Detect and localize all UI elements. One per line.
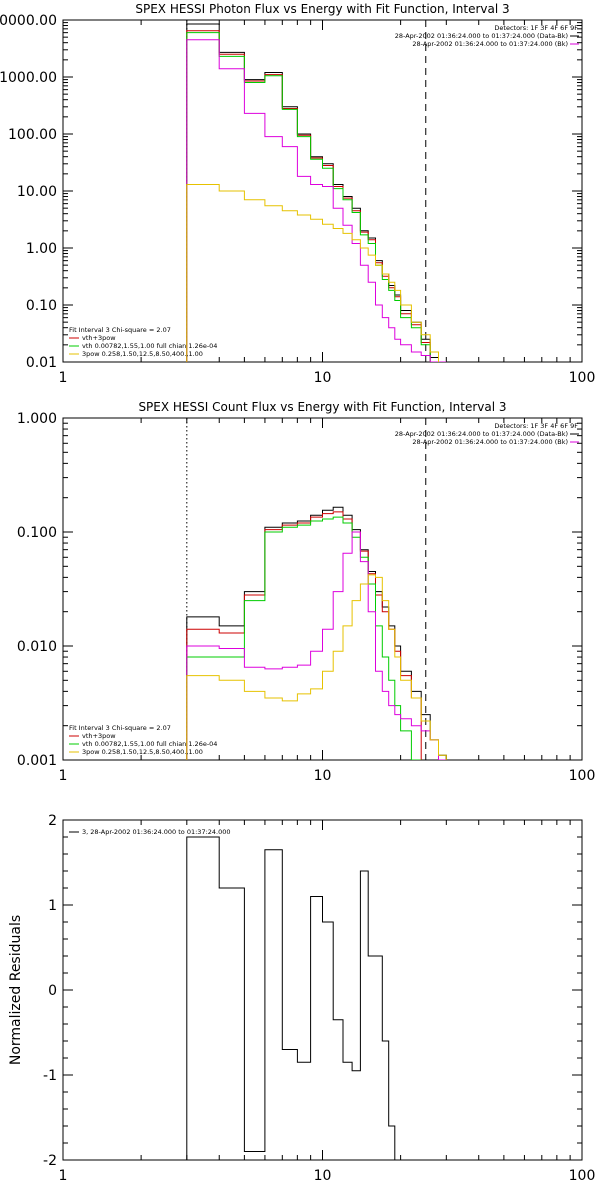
x-tick-label: 1 [59, 370, 68, 386]
x-tick-label: 1 [59, 1168, 68, 1184]
legend-left-entry: vth 0.00782,1.55,1.00 full chian 1.26e-0… [82, 342, 217, 350]
legend-right-entry: 28-Apr-2002 01:36:24.000 to 01:37:24.000… [412, 40, 568, 48]
series-line-1 [186, 506, 447, 760]
legend-right-entry: Detectors: 1F 3F 4F 6F 9F [494, 422, 578, 430]
y-tick-label: 10000.00 [0, 13, 57, 29]
y-tick-label: 100.00 [8, 127, 57, 143]
x-tick-label: 100 [569, 768, 596, 784]
legend-right-entry: Detectors: 1F 3F 4F 6F 9F [494, 24, 578, 32]
y-tick-label: 0.01 [26, 355, 57, 371]
x-tick-label: 1 [59, 768, 68, 784]
series-line-2 [186, 30, 431, 362]
x-tick-label: 100 [569, 1168, 596, 1184]
series-group [186, 836, 396, 1160]
y-tick-label: -2 [43, 1153, 57, 1169]
legend-left-entry: vth+3pow [82, 334, 116, 342]
series-line-5 [186, 574, 447, 760]
y-axis-label: Normalized Residuals [8, 915, 24, 1065]
x-tick-label: 10 [314, 768, 332, 784]
chart-panel-2: SPEX HESSI Count Flux vs Energy with Fit… [17, 400, 595, 784]
legend-left-entry: 3pow 0.258,1.50,12.5,8.50,400.,1.00 [82, 748, 203, 756]
series-line-2 [186, 511, 422, 760]
y-tick-label: 1.000 [17, 411, 57, 427]
x-tick-label: 10 [314, 370, 332, 386]
y-tick-label: 1 [48, 898, 57, 914]
y-tick-label: 0 [48, 983, 57, 999]
y-tick-label: 0.100 [17, 525, 57, 541]
legend-left-header: Fit Interval 3 Chi-square = 2.07 [69, 326, 171, 334]
series-line-3 [186, 32, 431, 362]
plot-frame [62, 417, 583, 761]
y-tick-label: 0.10 [26, 298, 57, 314]
y-tick-label: 0.001 [17, 753, 57, 769]
legend-left-entry: 3, 28-Apr-2002 01:36:24.000 to 01:37:24.… [82, 828, 231, 836]
y-tick-label: 2 [48, 813, 57, 829]
y-tick-label: 0.010 [17, 639, 57, 655]
series-group [186, 506, 447, 760]
legend-left-header: Fit Interval 3 Chi-square = 2.07 [69, 724, 171, 732]
series-line-5 [186, 184, 439, 362]
chart-panel-1: SPEX HESSI Photon Flux vs Energy with Fi… [0, 2, 595, 386]
series-line-4 [186, 39, 447, 362]
series-line-3 [186, 516, 422, 760]
legend-right-entry: 28-Apr-2002 01:36:24.000 to 01:37:24.000… [395, 32, 568, 40]
series-line-1 [186, 23, 447, 362]
series-line-4 [186, 531, 447, 760]
plot-frame [62, 19, 583, 363]
y-tick-label: 1.00 [26, 241, 57, 257]
x-tick-label: 100 [569, 370, 596, 386]
legend-left-entry: 3pow 0.258,1.50,12.5,8.50,400.,1.00 [82, 350, 203, 358]
legend-left-entry: vth 0.00782,1.55,1.00 full chian 1.26e-0… [82, 740, 217, 748]
legend-right-entry: 28-Apr-2002 01:36:24.000 to 01:37:24.000… [412, 438, 568, 446]
chart-title: SPEX HESSI Photon Flux vs Energy with Fi… [135, 2, 509, 16]
chart-panel-3: 1 10 100 -2 -1 0 1 2 Normalized Residuals 3, 28-A… [8, 813, 595, 1184]
legend-right-entry: 28-Apr-2002 01:36:24.000 to 01:37:24.000… [395, 430, 568, 438]
series-line-1 [186, 836, 396, 1160]
legend-left-entry: vth+3pow [82, 732, 116, 740]
chart-title: SPEX HESSI Count Flux vs Energy with Fit… [138, 400, 506, 414]
x-tick-label: 10 [314, 1168, 332, 1184]
y-tick-label: 1000.00 [0, 70, 57, 86]
plot-frame [62, 819, 583, 1161]
series-group [186, 23, 447, 362]
y-tick-label: -1 [43, 1068, 57, 1084]
y-tick-label: 10.00 [17, 184, 57, 200]
